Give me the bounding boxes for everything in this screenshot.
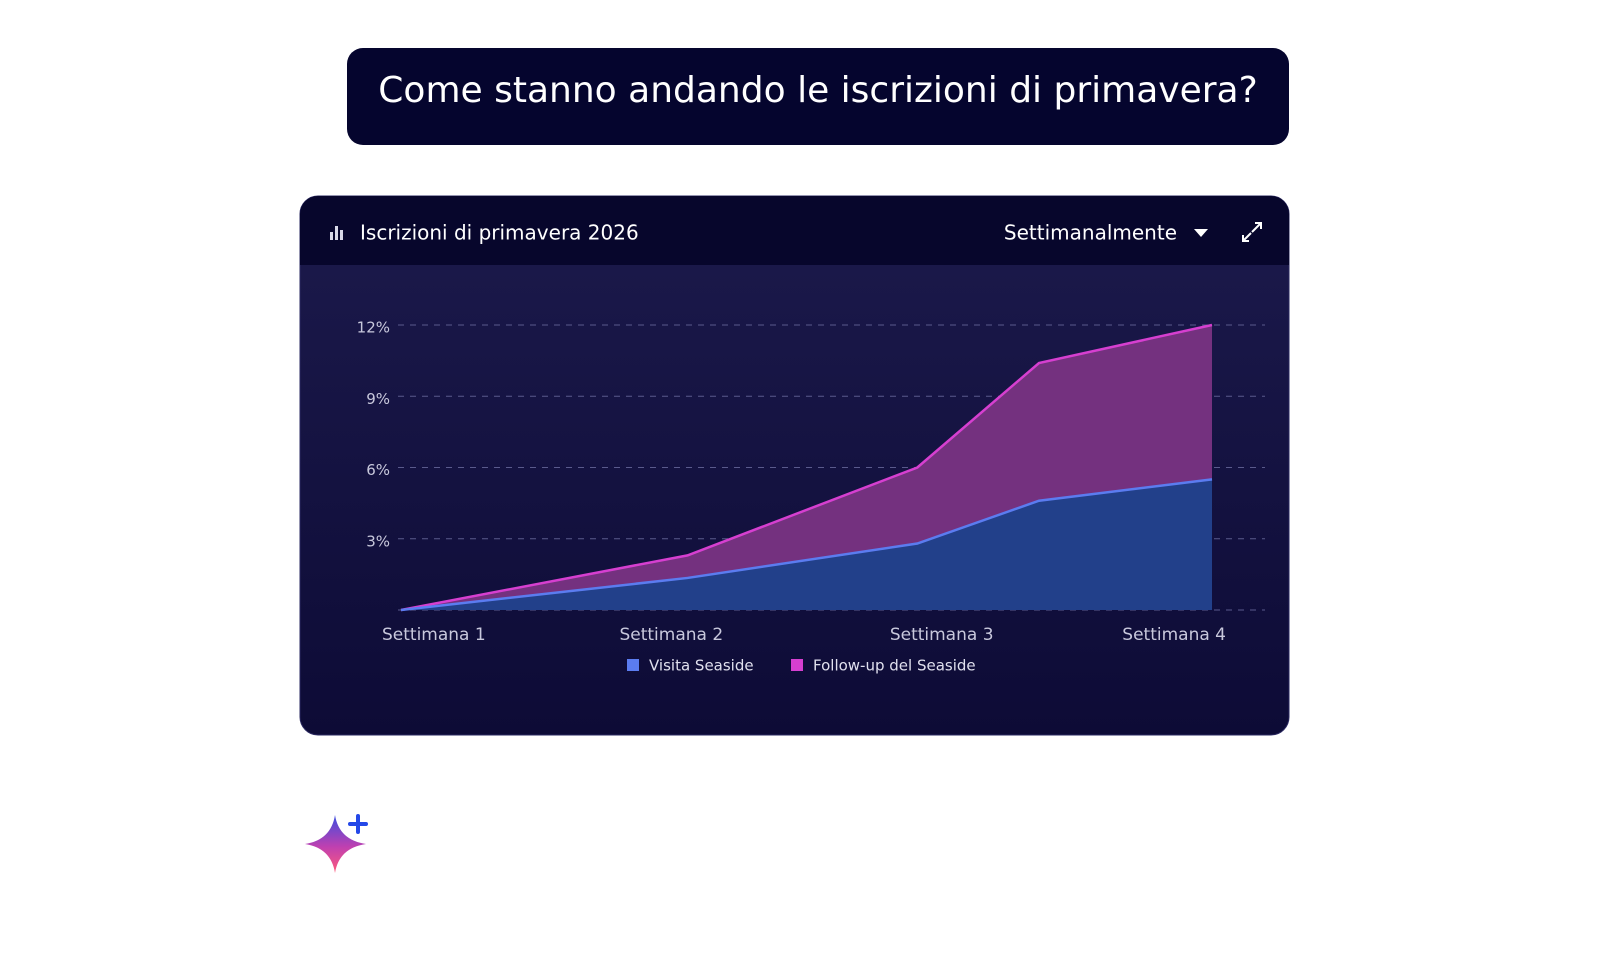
x-tick-label: Settimana 4 xyxy=(1122,625,1226,645)
y-tick-label: 9% xyxy=(366,390,390,408)
y-tick-label: 6% xyxy=(366,461,390,479)
line xyxy=(400,478,1213,612)
legend-label: Follow-up del Seaside xyxy=(813,657,976,675)
prompt-text: Come stanno andando le iscrizioni di pri… xyxy=(378,70,1257,111)
legend-swatch xyxy=(627,659,639,671)
line xyxy=(400,323,1213,612)
card-header xyxy=(300,196,1289,265)
chart-title: Iscrizioni di primavera 2026 xyxy=(360,221,639,245)
chart-icon xyxy=(330,226,343,240)
y-tick-label: 3% xyxy=(366,532,390,550)
prompt-bubble xyxy=(347,48,1289,145)
dropdown-caret[interactable] xyxy=(1194,229,1208,237)
legend-swatch xyxy=(791,659,803,671)
expand-icon[interactable] xyxy=(1242,222,1262,242)
plot: 3% 6% 9% 12% Settimana 1 Settimana 2 Settimana… xyxy=(357,319,1265,675)
x-tick-label: Settimana 2 xyxy=(619,625,723,645)
period-dropdown[interactable]: Settimanalmente xyxy=(1004,221,1177,245)
y-tick-label: 12% xyxy=(357,319,390,337)
x-tick-label: Settimana 3 xyxy=(890,625,994,645)
x-tick-label: Settimana 1 xyxy=(382,625,486,645)
sparkle-icon xyxy=(305,814,368,873)
legend-label: Visita Seaside xyxy=(649,657,754,675)
